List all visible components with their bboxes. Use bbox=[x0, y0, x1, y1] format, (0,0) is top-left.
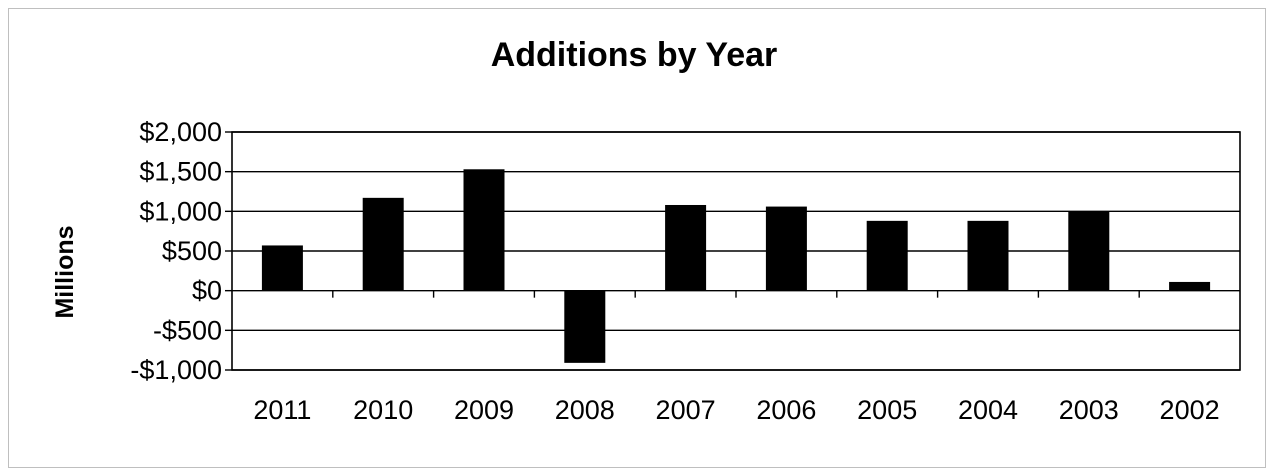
bar-2005 bbox=[866, 220, 908, 291]
x-tick-label: 2006 bbox=[756, 395, 816, 425]
y-tick-label: $500 bbox=[162, 236, 222, 266]
y-tick-label: -$1,000 bbox=[130, 355, 222, 385]
bar-2007 bbox=[665, 204, 707, 291]
y-tick-label: $1,500 bbox=[139, 157, 222, 187]
chart-frame bbox=[8, 8, 1266, 468]
x-tick-label: 2005 bbox=[857, 395, 917, 425]
chart-title: Additions by Year bbox=[491, 36, 778, 74]
bar-2010 bbox=[362, 197, 404, 291]
bar-2008 bbox=[564, 290, 606, 363]
bar-2009 bbox=[463, 169, 505, 291]
y-tick-label: $0 bbox=[192, 276, 222, 306]
y-axis-label: Millions bbox=[51, 225, 79, 318]
x-tick-label: 2011 bbox=[253, 395, 311, 425]
axes bbox=[225, 131, 1241, 371]
x-tick-label: 2004 bbox=[958, 395, 1018, 425]
x-tick-label: 2010 bbox=[353, 395, 413, 425]
x-tick-label: 2008 bbox=[555, 395, 615, 425]
y-tick-label: -$500 bbox=[153, 315, 222, 345]
x-tick-label: 2009 bbox=[454, 395, 514, 425]
bar-2004 bbox=[967, 220, 1009, 291]
x-tick-label: 2007 bbox=[656, 395, 716, 425]
bar-2006 bbox=[765, 206, 807, 291]
bar-2002 bbox=[1169, 281, 1211, 291]
x-tick-labels: 2011 2010 2009 2008 2007 2006 2005 2004 2003 2002 bbox=[253, 395, 1219, 425]
plot-area-border bbox=[231, 131, 1241, 371]
bars bbox=[261, 169, 1211, 363]
y-tick-label: $2,000 bbox=[139, 117, 222, 147]
bar-2003 bbox=[1068, 211, 1110, 291]
bar-2011 bbox=[261, 245, 303, 291]
x-tick-label: 2003 bbox=[1059, 395, 1119, 425]
x-tick-label: 2002 bbox=[1160, 395, 1220, 425]
y-tick-labels: $2,000 $1,500 $1,000 $500 $0 -$500 -$1,000 bbox=[130, 117, 222, 385]
y-tick-label: $1,000 bbox=[139, 196, 222, 226]
